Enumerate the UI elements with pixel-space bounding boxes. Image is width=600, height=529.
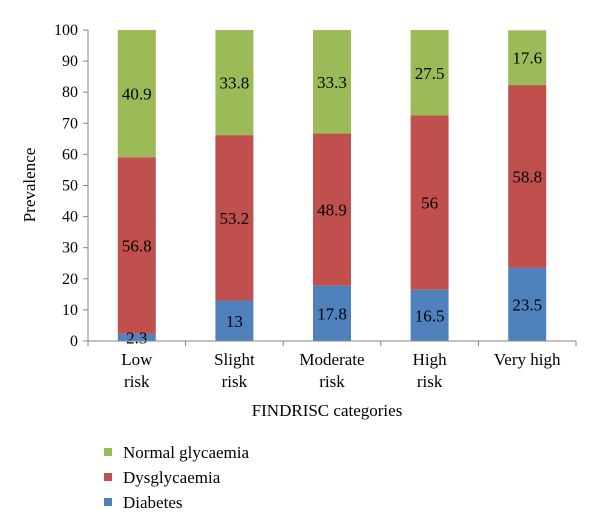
x-category-label: Slight: [214, 350, 255, 369]
data-labels: 2.3 56.8 40.9 13 53.2 33.8 17.8 48.9 33.3 16.5 56 2…: [122, 49, 542, 348]
data-label: 40.9: [122, 85, 152, 104]
legend-swatch: [104, 473, 112, 481]
bar-segment-diabetes: [508, 267, 547, 341]
x-category-label: risk: [417, 372, 443, 391]
y-tick-label: 20: [62, 271, 78, 288]
data-label: 58.8: [512, 167, 542, 186]
x-category-label: Moderate: [299, 350, 364, 369]
bar-segment-normal-glycaemia: [215, 30, 254, 136]
data-label: 17.6: [512, 49, 542, 68]
legend-label: Dysglycaemia: [123, 468, 221, 487]
x-category-label: risk: [319, 372, 345, 391]
data-label: 56.8: [122, 237, 152, 256]
bar-segment-dysglycaemia: [215, 135, 254, 301]
legend-swatch: [104, 498, 112, 506]
y-tick-label: 10: [62, 302, 78, 319]
y-axis-ticks: 0 10 20 30 40 50 60 70 80 90 100: [54, 22, 88, 350]
bar-segment-diabetes: [410, 289, 449, 341]
bar-segment-normal-glycaemia: [313, 30, 351, 134]
x-category-label: Low: [121, 350, 153, 369]
bar-segment-dysglycaemia: [508, 85, 547, 268]
y-tick-label: 100: [54, 22, 78, 39]
data-label: 56: [421, 194, 438, 213]
data-label: 48.9: [317, 201, 347, 220]
y-axis-title: Prevalence: [20, 148, 39, 223]
y-tick-label: 50: [62, 178, 78, 195]
bars: [117, 30, 547, 341]
y-tick-label: 0: [70, 333, 78, 350]
data-label: 27.5: [415, 64, 445, 83]
data-label: 33.3: [317, 73, 347, 92]
bar-segment-normal-glycaemia: [117, 30, 156, 158]
y-tick-label: 80: [62, 84, 78, 101]
data-label: 33.8: [220, 74, 250, 93]
bar-segment-diabetes: [117, 333, 156, 341]
data-label: 16.5: [415, 306, 445, 325]
y-tick-label: 90: [62, 53, 78, 70]
bar-segment-diabetes: [215, 300, 254, 341]
data-label: 13: [226, 312, 243, 331]
bar-segment-normal-glycaemia: [508, 30, 547, 86]
bar-segment-normal-glycaemia: [410, 30, 449, 116]
axes: [87, 30, 577, 346]
bar-segment-diabetes: [313, 285, 351, 341]
legend-label: Diabetes: [123, 493, 182, 512]
x-category-label: risk: [222, 372, 248, 391]
data-label: 2.3: [126, 328, 147, 347]
x-category-label: Very high: [494, 350, 561, 369]
data-label: 53.2: [220, 209, 250, 228]
data-label: 17.8: [317, 304, 347, 323]
legend: Normal glycaemia Dysglycaemia Diabetes: [104, 443, 249, 512]
y-tick-label: 70: [62, 115, 78, 132]
bar-segment-dysglycaemia: [117, 157, 156, 334]
y-tick-label: 40: [62, 209, 78, 226]
bar-segment-dysglycaemia: [410, 115, 449, 290]
data-label: 23.5: [512, 295, 542, 314]
bar-segment-dysglycaemia: [313, 133, 351, 286]
x-category-label: High: [413, 350, 448, 369]
x-category-label: risk: [124, 372, 150, 391]
y-tick-label: 30: [62, 240, 78, 257]
legend-swatch: [104, 448, 112, 456]
x-axis-category-labels: Low risk Slight risk Moderate risk High risk Ver…: [121, 350, 561, 391]
legend-label: Normal glycaemia: [123, 443, 249, 462]
y-tick-label: 60: [62, 146, 78, 163]
x-axis-title: FINDRISC categories: [252, 401, 403, 420]
